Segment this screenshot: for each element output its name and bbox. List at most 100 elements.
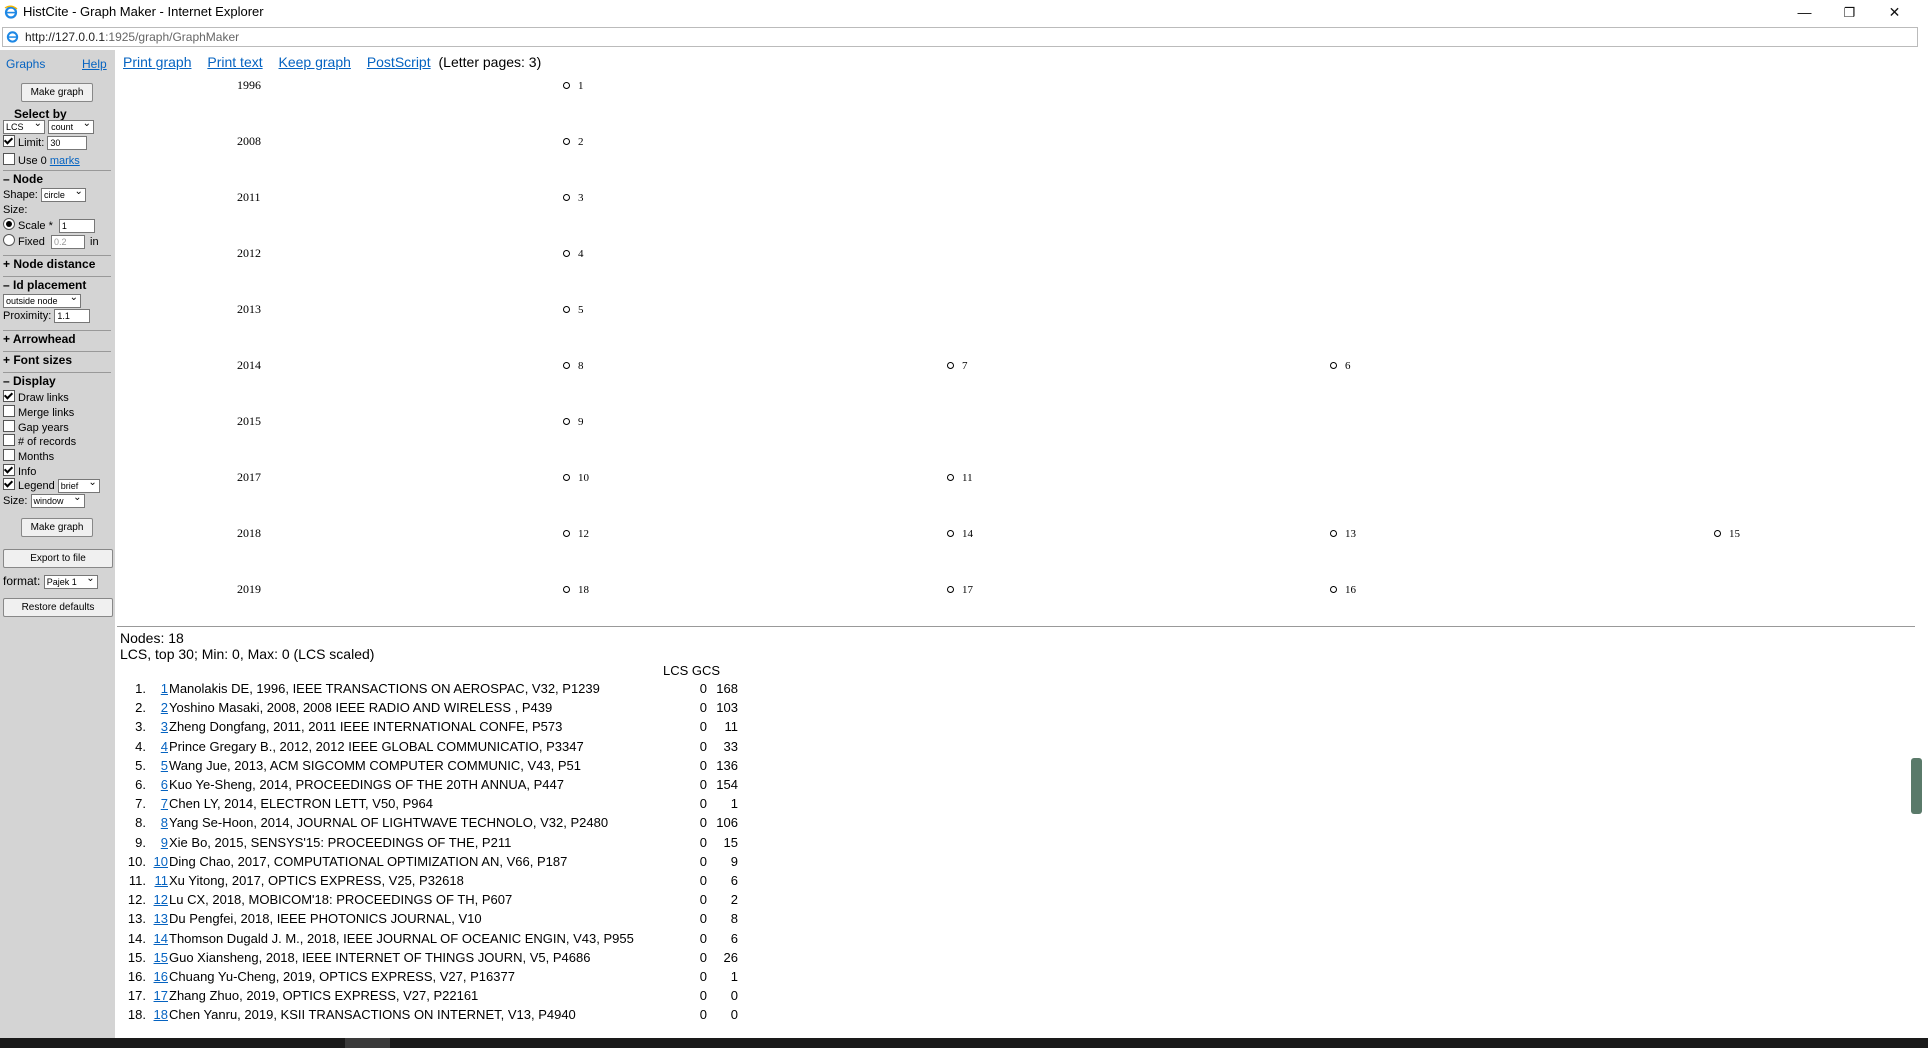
fixed-radio[interactable]	[3, 234, 15, 246]
record-gcs: 8	[730, 911, 738, 926]
display-size-dropdown[interactable]: window	[30, 492, 85, 508]
draw-links-checkbox[interactable]	[3, 390, 15, 402]
months-checkbox[interactable]	[3, 449, 15, 461]
print-graph-link[interactable]: Print graph	[123, 54, 192, 70]
merge-links-checkbox[interactable]	[3, 405, 15, 417]
record-id-link[interactable]: 2	[160, 700, 168, 715]
url-text[interactable]: http://127.0.0.1:1925/graph/GraphMaker	[25, 30, 240, 44]
graph-node[interactable]: 3	[563, 192, 584, 204]
record-citation: Chuang Yu-Cheng, 2019, OPTICS EXPRESS, V…	[169, 969, 515, 984]
record-id-link[interactable]: 3	[160, 719, 168, 734]
num-records-label: # of records	[18, 436, 77, 448]
merge-links-label: Merge links	[18, 407, 75, 419]
arrowhead-section-header[interactable]: + Arrowhead	[3, 330, 111, 346]
graph-node[interactable]: 6	[1330, 360, 1351, 372]
make-graph-button[interactable]: Make graph	[21, 83, 93, 102]
nodes-count: Nodes: 18	[120, 630, 184, 646]
limit-checkbox[interactable]	[3, 135, 15, 147]
minimize-button[interactable]: —	[1797, 4, 1812, 20]
graph-node[interactable]: 14	[947, 528, 973, 540]
address-bar[interactable]: http://127.0.0.1:1925/graph/GraphMaker	[2, 27, 1918, 47]
graph-node[interactable]: 17	[947, 584, 973, 596]
legend-dropdown[interactable]: brief	[57, 477, 100, 494]
node-id: 13	[1345, 528, 1356, 540]
node-circle	[1330, 530, 1337, 537]
restore-button[interactable]: ❐	[1843, 5, 1856, 20]
graph-node[interactable]: 13	[1330, 528, 1356, 540]
record-citation: Prince Gregary B., 2012, 2012 IEEE GLOBA…	[169, 739, 584, 754]
print-text-link[interactable]: Print text	[207, 54, 263, 70]
record-id-link[interactable]: 15	[153, 950, 168, 965]
graph-node[interactable]: 16	[1330, 584, 1356, 596]
gap-years-checkbox[interactable]	[3, 420, 15, 432]
graph-node[interactable]: 11	[947, 472, 973, 484]
count-dropdown[interactable]: count	[48, 118, 95, 134]
record-number: 9.	[135, 835, 146, 850]
fixed-input[interactable]: 0.2	[50, 235, 85, 250]
graph-node[interactable]: 10	[563, 472, 589, 484]
legend-checkbox[interactable]	[3, 478, 15, 490]
record-gcs: 26	[723, 950, 738, 965]
help-link[interactable]: Help	[82, 57, 107, 71]
node-distance-section-header[interactable]: + Node distance	[3, 255, 111, 271]
record-id-link[interactable]: 9	[160, 835, 168, 850]
scale-radio[interactable]	[3, 218, 15, 230]
postscript-link[interactable]: PostScript	[366, 54, 431, 70]
record-id-link[interactable]: 18	[153, 1007, 168, 1022]
record-id-link[interactable]: 1	[160, 681, 168, 696]
record-id-link[interactable]: 7	[160, 796, 168, 811]
record-id-link[interactable]: 8	[160, 815, 168, 830]
format-dropdown[interactable]: Pajek 1	[43, 573, 98, 589]
draw-links-label: Draw links	[18, 392, 69, 404]
scroll-thumb[interactable]	[1911, 758, 1922, 814]
restore-defaults-button[interactable]: Restore defaults	[3, 598, 113, 617]
select-by-dropdown[interactable]: LCS	[3, 118, 45, 134]
graph-node[interactable]: 9	[563, 416, 584, 428]
record-id-link[interactable]: 12	[153, 892, 168, 907]
font-sizes-section-header[interactable]: + Font sizes	[3, 351, 111, 367]
shape-dropdown[interactable]: circle	[40, 186, 86, 202]
graph-node[interactable]: 7	[947, 360, 968, 372]
record-id-link[interactable]: 13	[153, 911, 168, 926]
graphs-link[interactable]: Graphs	[6, 57, 46, 71]
taskbar-active-item[interactable]	[345, 1038, 390, 1048]
graph-node[interactable]: 4	[563, 248, 584, 260]
record-number: 3.	[135, 719, 146, 734]
graph-node[interactable]: 18	[563, 584, 589, 596]
record-id-link[interactable]: 14	[153, 931, 168, 946]
graph-node[interactable]: 8	[563, 360, 584, 372]
record-id-link[interactable]: 5	[160, 758, 168, 773]
year-label: 1996	[237, 78, 261, 92]
record-id-link[interactable]: 17	[153, 988, 168, 1003]
info-checkbox[interactable]	[3, 464, 15, 476]
close-button[interactable]: ✕	[1888, 4, 1901, 20]
graph-node[interactable]: 5	[563, 304, 584, 316]
node-circle	[563, 194, 570, 201]
record-id-link[interactable]: 4	[160, 739, 168, 754]
vertical-scrollbar[interactable]	[1915, 50, 1928, 1040]
record-id-link[interactable]: 6	[160, 777, 168, 792]
display-section-header[interactable]: – Display	[3, 372, 111, 388]
node-id: 14	[962, 528, 973, 540]
id-placement-section-header[interactable]: – Id placement	[3, 276, 111, 292]
id-placement-dropdown[interactable]: outside node	[3, 292, 81, 308]
graph-node[interactable]: 2	[563, 136, 584, 148]
record-id-link[interactable]: 10	[153, 854, 168, 869]
graph-node[interactable]: 1	[563, 80, 584, 92]
use-marks-checkbox[interactable]	[3, 153, 15, 165]
keep-graph-link[interactable]: Keep graph	[278, 54, 351, 70]
scale-input[interactable]: 1	[58, 219, 95, 234]
marks-link[interactable]: marks	[49, 155, 80, 167]
limit-input[interactable]: 30	[47, 136, 88, 151]
export-to-file-button[interactable]: Export to file	[3, 549, 113, 568]
make-graph-button-bottom[interactable]: Make graph	[21, 518, 93, 537]
graph-node[interactable]: 15	[1714, 528, 1740, 540]
num-records-checkbox[interactable]	[3, 434, 15, 446]
proximity-input[interactable]: 1.1	[54, 309, 91, 323]
node-section-header[interactable]: – Node	[3, 170, 111, 186]
graph-node[interactable]: 12	[563, 528, 589, 540]
record-id-link[interactable]: 11	[154, 873, 169, 888]
record-id-link[interactable]: 16	[153, 969, 168, 984]
fixed-label: Fixed	[18, 236, 45, 248]
record-citation: Du Pengfei, 2018, IEEE PHOTONICS JOURNAL…	[169, 911, 482, 926]
